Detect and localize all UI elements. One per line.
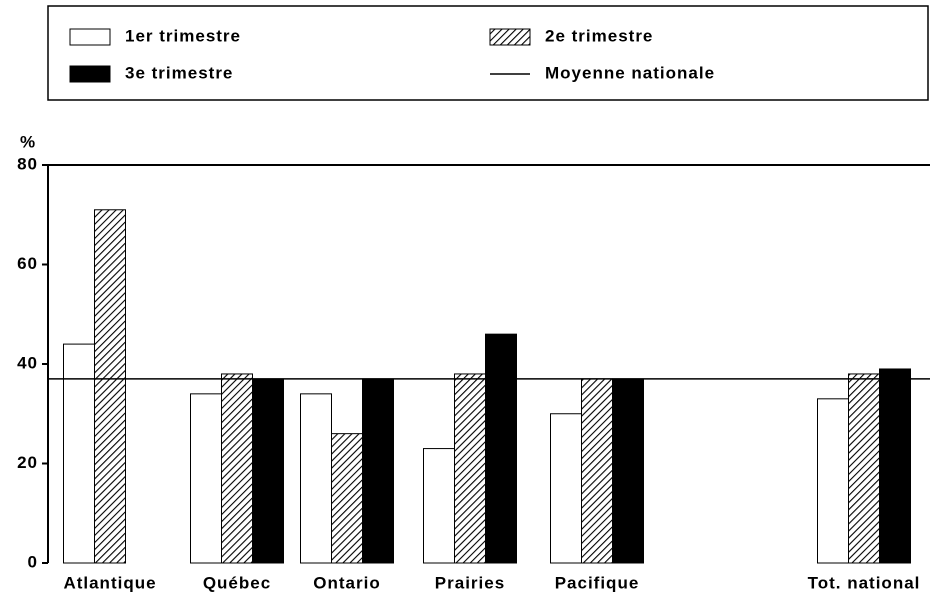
legend-box (47, 5, 929, 101)
x-tick-label: Atlantique (63, 573, 156, 592)
bar (454, 373, 486, 564)
x-tick-label: Québec (203, 573, 271, 592)
bar (879, 368, 911, 564)
bar (221, 373, 253, 564)
bar (423, 448, 455, 564)
bar (331, 433, 363, 564)
y-tick-label: 0 (28, 552, 38, 571)
y-tick-label: 20 (17, 453, 38, 472)
legend-label: 1er trimestre (125, 26, 241, 45)
legend-swatch (69, 65, 111, 83)
bar (848, 373, 880, 564)
bar (94, 209, 126, 564)
x-tick-label: Tot. national (808, 573, 921, 592)
bar (581, 378, 613, 564)
bar (550, 413, 582, 564)
bar (190, 393, 222, 564)
x-tick-label: Ontario (313, 573, 380, 592)
bar (817, 398, 849, 564)
legend-label: 2e trimestre (545, 26, 653, 45)
bar (612, 378, 644, 564)
legend-label: 3e trimestre (125, 63, 233, 82)
y-tick-label: 40 (17, 353, 38, 372)
x-tick-label: Prairies (435, 573, 505, 592)
legend-swatch (489, 28, 531, 46)
bar (362, 378, 394, 564)
y-axis-label: % (20, 132, 36, 151)
bar (300, 393, 332, 564)
legend-label: Moyenne nationale (545, 63, 715, 82)
bar (63, 343, 95, 564)
bar (485, 333, 517, 564)
y-tick-label: 80 (17, 154, 38, 173)
legend-swatch (69, 28, 111, 46)
bar (252, 378, 284, 564)
y-tick-label: 60 (17, 254, 38, 273)
x-tick-label: Pacifique (555, 573, 640, 592)
